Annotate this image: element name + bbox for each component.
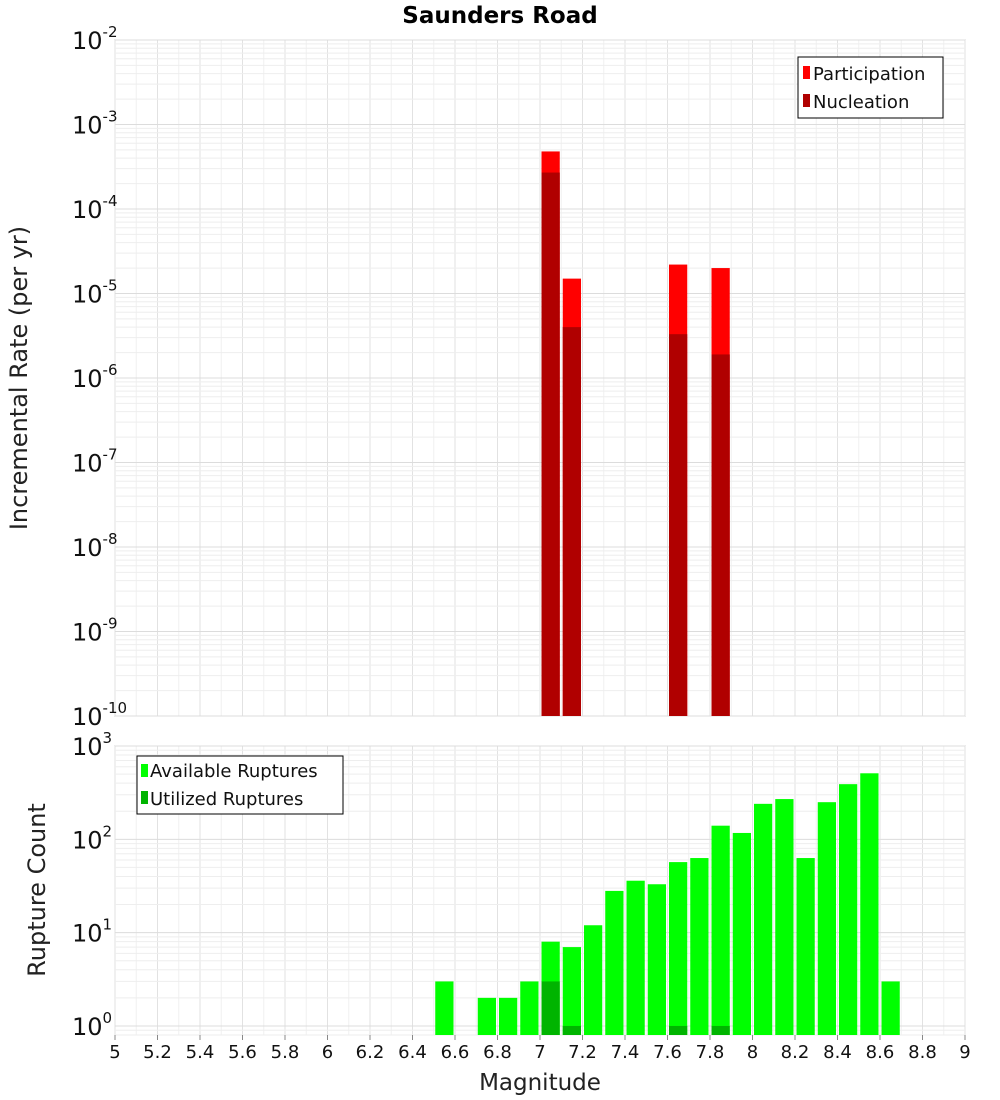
x-tick-label: 8.8 [908, 1042, 937, 1063]
y-tick-label: 10-8 [72, 530, 118, 562]
x-tick-label: 8 [747, 1042, 758, 1063]
x-axis-label: Magnitude [479, 1070, 601, 1096]
bar [754, 803, 773, 1035]
x-tick-label: 5.6 [228, 1042, 257, 1063]
top-grid [114, 39, 966, 717]
bar [669, 334, 688, 716]
y-tick-label: 10-6 [72, 361, 118, 393]
x-tick-label: 5.4 [186, 1042, 215, 1063]
legend-label-participation: Participation [813, 64, 925, 85]
bar [435, 981, 454, 1035]
x-tick-label: 8.2 [781, 1042, 810, 1063]
x-tick-label: 6.8 [483, 1042, 512, 1063]
x-tick-label: 6.2 [356, 1042, 385, 1063]
y-tick-label: 10-10 [72, 699, 127, 731]
bar [711, 825, 730, 1035]
legend-swatch-participation [803, 66, 810, 79]
top-panel: 10-2 10-3 10-4 10-5 10-6 10-7 10-8 10-9 10-10 In… [5, 23, 966, 731]
top-legend: Participation Nucleation [797, 56, 944, 119]
y-tick-label: 10-3 [72, 108, 118, 140]
bar [817, 802, 836, 1035]
y-tick-label: 100 [72, 1009, 112, 1041]
legend-label-available: Available Ruptures [150, 761, 318, 782]
chart-title: Saunders Road [402, 3, 597, 29]
y-tick-label: 103 [72, 729, 112, 761]
bar [711, 1025, 730, 1035]
top-legend-box [797, 56, 944, 119]
bar [477, 997, 496, 1035]
bar [541, 981, 560, 1035]
x-tick-label: 7.2 [568, 1042, 597, 1063]
bottom-legend: Available Ruptures Utilized Ruptures [136, 755, 344, 815]
bar [669, 1025, 688, 1035]
bar [605, 890, 624, 1035]
x-tick-label: 6.4 [398, 1042, 427, 1063]
top-y-axis-label: Incremental Rate (per yr) [5, 226, 33, 530]
bottom-panel: 103 102 101 100 5 5.2 5.4 5.6 5.8 6 6.2 6.4 6.6 6.8 7… [23, 729, 971, 1096]
bottom-y-axis-label: Rupture Count [23, 803, 51, 977]
x-tick-label: 7.4 [611, 1042, 640, 1063]
legend-swatch-nucleation [803, 94, 810, 107]
x-tick-label: 7.8 [696, 1042, 725, 1063]
bar [562, 1025, 581, 1035]
y-tick-label: 10-2 [72, 23, 118, 55]
bar [520, 981, 539, 1035]
bottom-bars [435, 773, 900, 1035]
bar [860, 773, 879, 1035]
x-tick-label: 8.4 [823, 1042, 852, 1063]
legend-swatch-available [141, 764, 148, 777]
legend-swatch-utilized [141, 791, 148, 804]
y-tick-label: 10-4 [72, 192, 118, 224]
bar [711, 354, 730, 716]
x-tick-label: 7.6 [653, 1042, 682, 1063]
bar [647, 884, 666, 1035]
legend-label-nucleation: Nucleation [813, 92, 909, 113]
bottom-legend-box [136, 755, 344, 815]
top-bars [541, 151, 730, 717]
x-tick-label: 7 [534, 1042, 545, 1063]
bar [626, 880, 645, 1035]
y-tick-label: 101 [72, 916, 112, 948]
bar [499, 997, 518, 1035]
x-tick-label: 5 [109, 1042, 120, 1063]
bar [881, 981, 900, 1035]
x-tick-label: 5.8 [271, 1042, 300, 1063]
bar [562, 327, 581, 716]
bar [732, 832, 751, 1035]
top-y-tick-labels: 10-2 10-3 10-4 10-5 10-6 10-7 10-8 10-9 10-10 [72, 23, 127, 731]
y-tick-label: 102 [72, 822, 112, 854]
bar [839, 784, 858, 1035]
bar [584, 925, 603, 1035]
bottom-y-tick-labels: 103 102 101 100 [72, 729, 112, 1041]
bar [562, 947, 581, 1035]
x-tick-label: 6 [322, 1042, 333, 1063]
legend-label-utilized: Utilized Ruptures [150, 789, 303, 810]
y-tick-label: 10-9 [72, 615, 118, 647]
bar [796, 858, 815, 1035]
bar [690, 858, 709, 1035]
x-tick-label: 9 [959, 1042, 970, 1063]
y-tick-label: 10-7 [72, 446, 118, 478]
y-tick-label: 10-5 [72, 277, 118, 309]
x-tick-label: 8.6 [866, 1042, 895, 1063]
bar [775, 799, 794, 1035]
x-tick-label: 6.6 [441, 1042, 470, 1063]
bar [541, 172, 560, 717]
x-tick-labels: 5 5.2 5.4 5.6 5.8 6 6.2 6.4 6.6 6.8 7 7.2 7.4 7.6 7.8 8… [109, 1035, 971, 1063]
x-tick-label: 5.2 [143, 1042, 172, 1063]
bar [669, 862, 688, 1035]
